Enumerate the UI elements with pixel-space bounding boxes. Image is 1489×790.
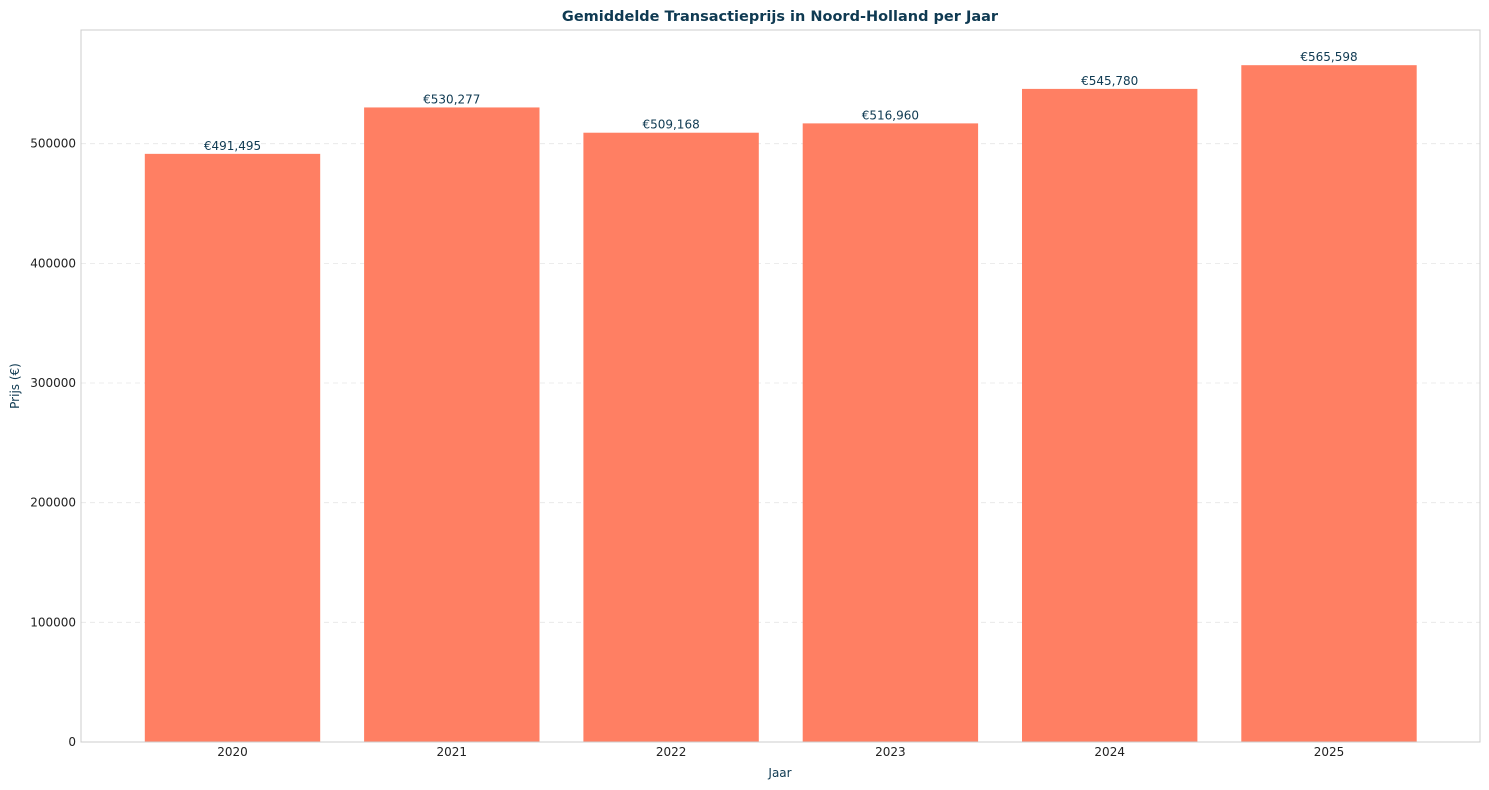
x-tick-label: 2025 bbox=[1314, 745, 1345, 759]
y-tick-labels: 0 100000 200000 300000 400000 500000 bbox=[30, 137, 76, 749]
value-label: €565,598 bbox=[1300, 50, 1357, 64]
x-tick-label: 2021 bbox=[437, 745, 468, 759]
y-tick-label: 400000 bbox=[30, 256, 76, 270]
x-tick-label: 2020 bbox=[217, 745, 248, 759]
y-tick-label: 100000 bbox=[30, 615, 76, 629]
y-tick-label: 0 bbox=[68, 735, 76, 749]
bars bbox=[144, 65, 1417, 742]
value-label: €491,495 bbox=[204, 139, 261, 153]
x-tick-label: 2023 bbox=[875, 745, 906, 759]
y-tick-label: 300000 bbox=[30, 376, 76, 390]
bar-2021 bbox=[364, 107, 540, 742]
bar-2024 bbox=[1022, 88, 1198, 742]
x-tick-label: 2024 bbox=[1094, 745, 1125, 759]
bar-2025 bbox=[1241, 65, 1417, 742]
bar-2023 bbox=[802, 123, 979, 742]
x-tick-labels: 2020 2021 2022 2023 2024 2025 bbox=[217, 745, 1344, 759]
chart-title: Gemiddelde Transactieprijs in Noord-Holl… bbox=[562, 9, 999, 25]
value-label: €545,780 bbox=[1081, 74, 1138, 88]
value-label: €516,960 bbox=[862, 108, 919, 122]
value-label: €530,277 bbox=[423, 92, 480, 106]
y-tick-label: 500000 bbox=[30, 137, 76, 151]
bar-2022 bbox=[583, 132, 759, 742]
y-tick-label: 200000 bbox=[30, 496, 76, 510]
value-label: €509,168 bbox=[642, 118, 699, 132]
axes-border bbox=[80, 29, 1481, 743]
x-axis-label: Jaar bbox=[767, 766, 791, 780]
value-labels: €491,495 €530,277 €509,168 €516,960 €545,780… bbox=[204, 50, 1358, 153]
x-tick-label: 2022 bbox=[656, 745, 687, 759]
axes-frame bbox=[80, 29, 1481, 743]
y-axis-label: Prijs (€) bbox=[8, 363, 22, 409]
bar-2020 bbox=[144, 153, 321, 742]
